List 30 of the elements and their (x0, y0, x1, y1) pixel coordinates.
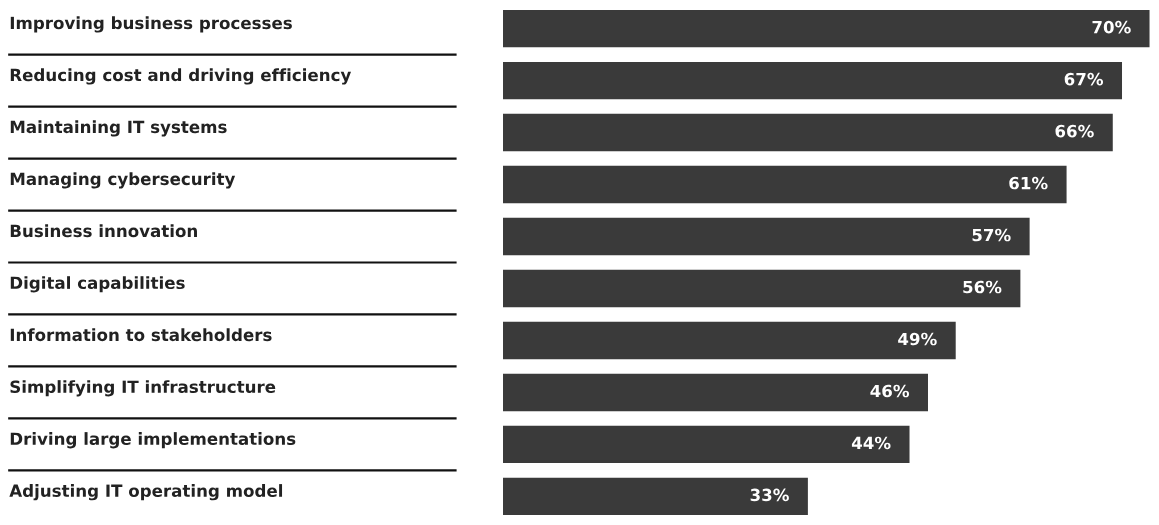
y-tick-label: Adjusting IT operating model (9, 484, 283, 501)
y-tick-label: Business innovation (10, 224, 197, 238)
y-tick-label: Driving large implementations (10, 432, 296, 449)
y-tick-label: Digital capabilities (10, 276, 185, 293)
data-label: 33% (750, 488, 789, 502)
y-tick-label: Information to stakeholders (10, 328, 272, 342)
y-tick-label: Managing cybersecurity (10, 172, 236, 189)
data-label: 61% (1009, 176, 1048, 190)
bar (503, 269, 1021, 308)
bar (503, 477, 808, 516)
data-label: 49% (898, 332, 937, 346)
y-tick-label: Simplifying IT infrastructure (10, 380, 276, 397)
data-label: 57% (972, 228, 1011, 242)
bar (503, 9, 1150, 48)
y-tick-label: Reducing cost and driving efficiency (10, 68, 352, 85)
bar (503, 113, 1113, 152)
data-label: 56% (963, 280, 1002, 294)
y-tick-label: Maintaining IT systems (10, 120, 227, 137)
bar (503, 321, 956, 360)
data-label: 44% (851, 436, 891, 450)
bar (503, 217, 1030, 256)
bar (503, 373, 928, 412)
bar (503, 61, 1123, 100)
data-label: 67% (1064, 72, 1104, 86)
data-label: 46% (870, 384, 910, 398)
bar (503, 425, 910, 464)
y-tick-label: Improving business processes (10, 16, 292, 33)
data-label: 66% (1055, 124, 1094, 138)
bar (503, 165, 1067, 204)
data-label: 70% (1092, 20, 1131, 34)
